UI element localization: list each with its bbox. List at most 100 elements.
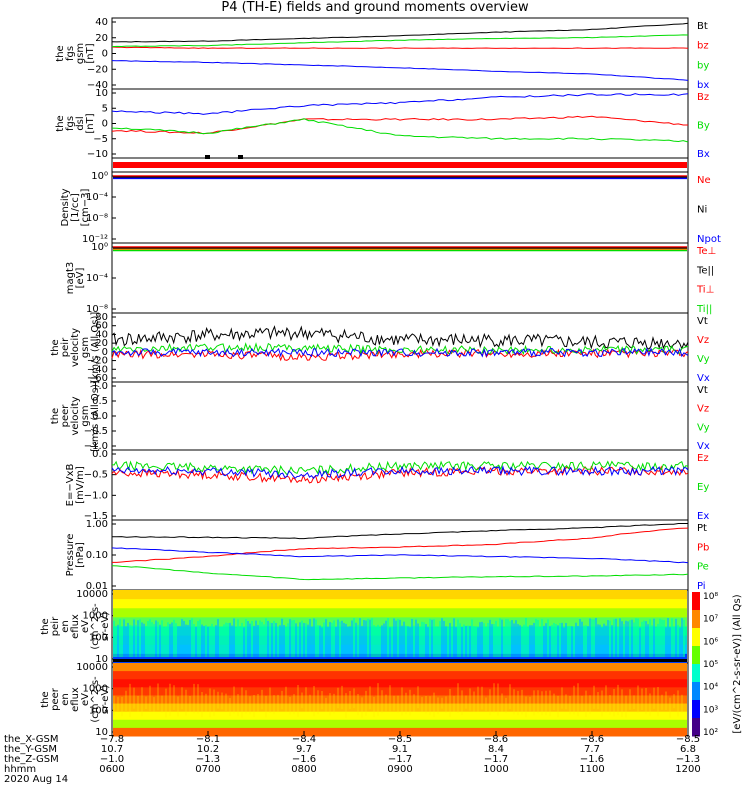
panel-1: thefgsdsl[nT] 10 5 0 −5 −10 Bz By Bx (55, 88, 710, 160)
y-tick-label: −1.5 (84, 511, 108, 522)
heatmap-band (113, 590, 687, 600)
legend-label: Ni (697, 205, 707, 216)
colorbar-tick-label: 10⁸ (703, 592, 718, 602)
x-row-value: −1.7 (484, 754, 508, 765)
y-tick-label: 10⁻⁴ (86, 273, 108, 284)
x-row-value: −7.8 (100, 734, 124, 745)
y-tick-label: 40 (95, 329, 108, 340)
x-row-value: 6.8 (680, 744, 696, 755)
heatmap-band (113, 671, 687, 680)
y-tick-label: 5 (102, 103, 108, 114)
y-tick-label: 10 (95, 727, 108, 738)
colorbar-segment (692, 628, 700, 647)
legend-label: Vt (697, 316, 708, 327)
flag-mark-1 (238, 155, 243, 159)
x-row-value: −1.0 (100, 754, 124, 765)
series-line-Bt (111, 22, 689, 43)
x-row-value: 1200 (675, 764, 700, 775)
panel-2: Density[1/cc][cm−3]10⁰ 10⁻⁴ 10⁻⁸ 10⁻¹² Ne Ni N… (60, 171, 721, 245)
legend-label: Vx (697, 373, 710, 384)
panel-ylabel: Pressure[nPa] (65, 534, 86, 577)
legend-label: Vt (697, 385, 708, 396)
legend-label: Bz (697, 92, 709, 103)
y-tick-label: 10⁻⁸ (86, 304, 108, 315)
colorbar-tick-label: 10⁷ (703, 615, 718, 625)
colorbar: 10⁸ 10⁷ 10⁶ 10⁵ 10⁴ 10³ 10² [eV/(cm^2-s-sr-eV)]… (692, 592, 743, 738)
x-row-label: the_Z-GSM (4, 754, 59, 765)
y-tick-label: 0.0 (92, 411, 108, 422)
series-line-Vy (111, 342, 689, 356)
colorbar-segment (692, 592, 700, 611)
panel-ylabel: thepeerenefluxeV(cm^2-s-sr-eV) (40, 676, 111, 723)
panel-3: magt3[eV] 10⁰ 10⁻⁴ 10⁻⁸ Te⊥ Te|| Ti⊥ Ti|| (65, 242, 716, 315)
x-row-value: −8.5 (388, 734, 412, 745)
heatmap-band (113, 599, 687, 609)
panel-frame-3 (111, 171, 689, 244)
flag-mark-0 (205, 155, 210, 159)
x-row-value: 10.7 (101, 744, 123, 755)
y-tick-label: 20 (95, 33, 108, 44)
colorbar-segment (692, 718, 700, 737)
heatmap-band (113, 679, 687, 688)
heatmap-band (113, 608, 687, 618)
y-tick-label: 0 (102, 347, 108, 358)
y-tick-label: −1.0 (84, 441, 108, 452)
panel-4: thepeirvelocitygsm[km/s (All Qs)]8060402… (50, 312, 710, 384)
series-line-Pi (111, 547, 689, 564)
legend-label: bx (697, 80, 709, 91)
panel-frame-6 (111, 381, 689, 451)
series-line-bx (111, 60, 689, 81)
colorbar-tick-label: 10² (703, 728, 718, 738)
legend-label: Te⊥ (696, 246, 716, 257)
legend-label: Ti⊥ (696, 285, 714, 296)
y-tick-label: −5 (93, 134, 108, 145)
y-tick-label: 20 (95, 338, 108, 349)
y-tick-label: 1000 (83, 684, 108, 695)
legend-label: Pt (697, 523, 707, 534)
legend-label: Ne (697, 175, 711, 186)
panel-0: thefgsgsm[nT] 40 20 0 −20 −40 Bt bz by bx (55, 17, 709, 91)
series-line-By (111, 118, 689, 143)
x-row-value: −1.7 (388, 754, 412, 765)
legend-label: by (697, 60, 709, 71)
heatmap-band (113, 711, 687, 721)
legend-label: Vy (697, 354, 710, 365)
colorbar-segment (692, 682, 700, 701)
series-line-Vt (111, 325, 689, 350)
y-tick-label: 60 (95, 321, 108, 332)
x-row-value: 0900 (387, 764, 412, 775)
x-row-value: −8.6 (484, 734, 508, 745)
series-line-bz (111, 46, 689, 49)
series-line-Pb (112, 527, 689, 563)
y-tick-label: −0.5 (84, 470, 108, 481)
panel-ylabel: Density[1/cc][cm−3] (60, 188, 91, 226)
legend-label: Bx (697, 149, 710, 160)
legend-label: Bt (697, 21, 708, 32)
panel-ylabel: thefgsgsm[nT] (55, 43, 96, 64)
heatmap-gap (113, 659, 687, 662)
y-tick-label: 40 (95, 17, 108, 28)
y-tick-label: −20 (87, 356, 108, 367)
panel-9: thepeerenefluxeV(cm^2-s-sr-eV) 10000 1000 1… (40, 662, 687, 738)
y-tick-label: −0.5 (84, 426, 108, 437)
x-row-value: −8.1 (196, 734, 220, 745)
y-tick-label: 10⁻⁸ (86, 213, 108, 224)
colorbar-tick-label: 10⁵ (703, 660, 718, 670)
series-line-Pt (111, 523, 688, 540)
x-row-value: 0600 (99, 764, 124, 775)
panel-ylabel: magt3[eV] (65, 262, 86, 295)
legend-label: Pi (697, 581, 706, 592)
x-row-value: 1100 (579, 764, 604, 775)
y-tick-label: 10 (95, 654, 108, 665)
series-line-Bx (111, 93, 689, 115)
panel-6: E=−VxB[mV/m] 0.0 −0.5 −1.0 −1.5 Ez Ey Ex (65, 449, 709, 522)
x-row-value: 7.7 (584, 744, 600, 755)
y-tick-label: 1.0 (92, 381, 108, 392)
series-line-Pe (111, 565, 689, 581)
panel-ylabel: E=−VxB[mV/m] (65, 464, 86, 507)
chart-title: P4 (TH-E) fields and ground moments over… (221, 0, 529, 15)
legend-label: Pb (697, 542, 709, 553)
y-tick-label: −40 (87, 80, 108, 91)
y-tick-label: 1000 (83, 611, 108, 622)
